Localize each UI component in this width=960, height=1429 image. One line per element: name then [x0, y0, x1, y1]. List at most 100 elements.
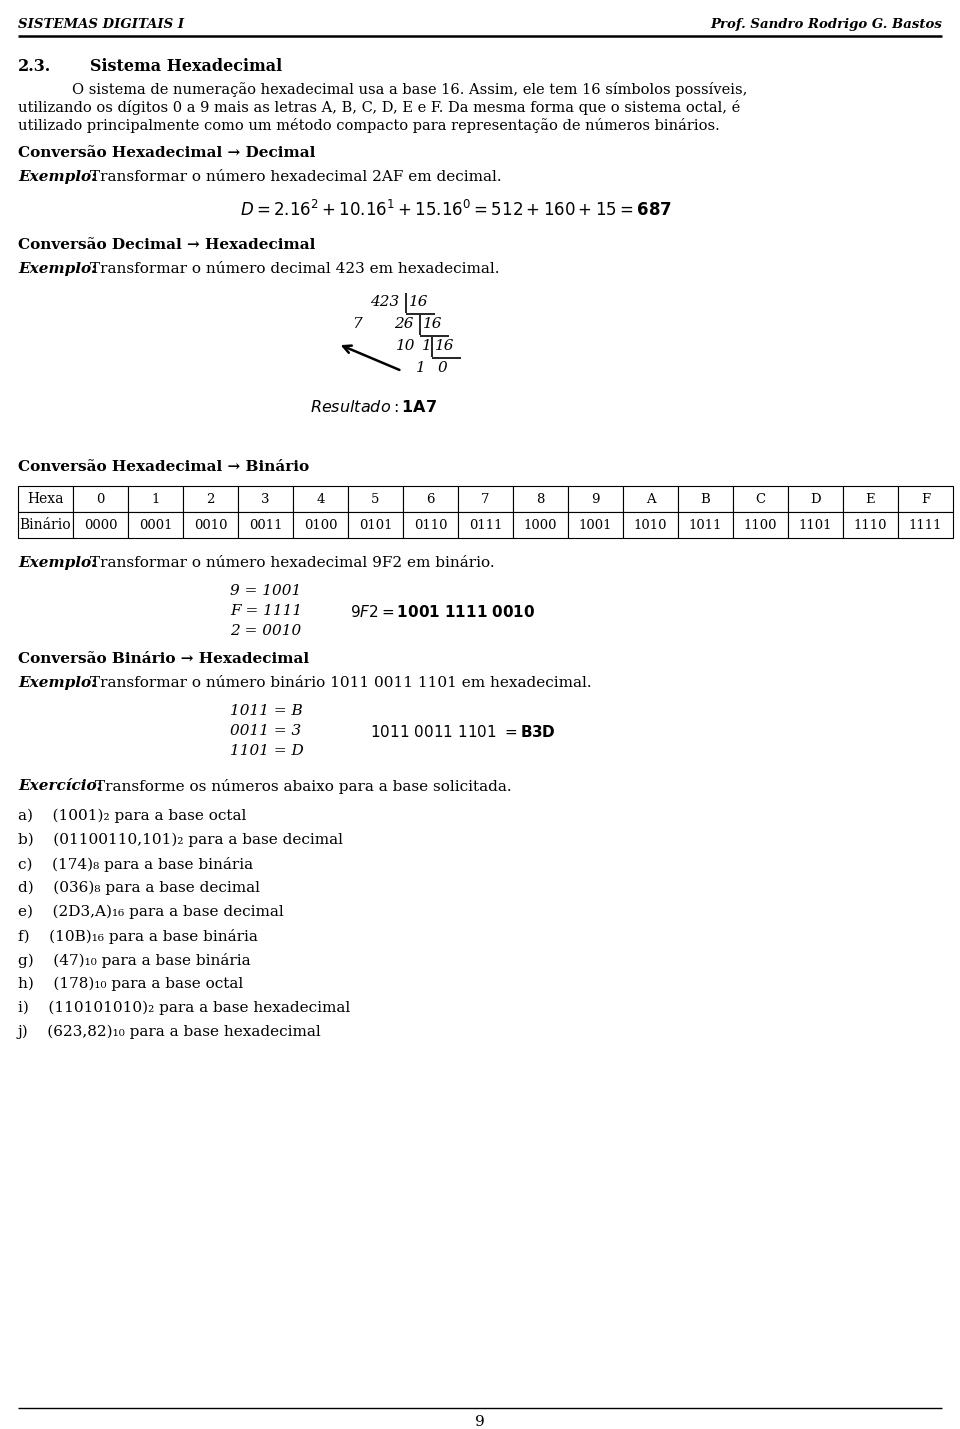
Text: 0010: 0010	[194, 519, 228, 532]
Text: 16: 16	[423, 317, 443, 332]
Text: Sistema Hexadecimal: Sistema Hexadecimal	[90, 59, 282, 74]
Text: Conversão Decimal → Hexadecimal: Conversão Decimal → Hexadecimal	[18, 239, 316, 252]
Text: $\mathit{D = 2.16^2 + 10.16^1 + 15.16^0 = 512 + 160 + 15 = \mathbf{687}}$: $\mathit{D = 2.16^2 + 10.16^1 + 15.16^0 …	[240, 200, 672, 220]
Bar	[18, 486, 73, 512]
Bar	[623, 512, 678, 537]
Text: 0110: 0110	[414, 519, 447, 532]
Bar	[348, 486, 403, 512]
Text: 3: 3	[261, 493, 270, 506]
Text: 8: 8	[537, 493, 544, 506]
Text: 0011: 0011	[249, 519, 282, 532]
Bar	[458, 512, 513, 537]
Bar	[513, 486, 568, 512]
Text: Exemplo:: Exemplo:	[18, 556, 97, 570]
Text: 7: 7	[481, 493, 490, 506]
Text: Transformar o número decimal 423 em hexadecimal.: Transformar o número decimal 423 em hexa…	[90, 262, 499, 276]
Text: utilizando os dígitos 0 a 9 mais as letras A, B, C, D, E e F. Da mesma forma que: utilizando os dígitos 0 a 9 mais as letr…	[18, 100, 740, 114]
Text: 1111: 1111	[909, 519, 943, 532]
Text: 7: 7	[352, 317, 362, 332]
Bar	[128, 512, 183, 537]
Text: 1: 1	[422, 339, 432, 353]
Text: 9: 9	[475, 1415, 485, 1429]
Bar	[403, 512, 458, 537]
Bar	[843, 512, 898, 537]
Bar	[128, 486, 183, 512]
Text: Conversão Binário → Hexadecimal: Conversão Binário → Hexadecimal	[18, 652, 309, 666]
Bar	[788, 486, 843, 512]
Text: f)    (10B)₁₆ para a base binária: f) (10B)₁₆ para a base binária	[18, 929, 258, 945]
Text: j)    (623,82)₁₀ para a base hexadecimal: j) (623,82)₁₀ para a base hexadecimal	[18, 1025, 322, 1039]
Text: F = 1111: F = 1111	[230, 604, 302, 617]
Text: 0: 0	[438, 362, 447, 374]
Bar	[788, 512, 843, 537]
Text: h)    (178)₁₀ para a base octal: h) (178)₁₀ para a base octal	[18, 977, 243, 992]
Text: Transformar o número hexadecimal 9F2 em binário.: Transformar o número hexadecimal 9F2 em …	[90, 556, 494, 570]
Text: C: C	[756, 493, 765, 506]
Bar	[568, 512, 623, 537]
Bar	[293, 486, 348, 512]
Bar	[348, 512, 403, 537]
Text: A: A	[646, 493, 656, 506]
Text: 2: 2	[206, 493, 215, 506]
Text: SISTEMAS DIGITAIS I: SISTEMAS DIGITAIS I	[18, 19, 184, 31]
Text: Conversão Hexadecimal → Decimal: Conversão Hexadecimal → Decimal	[18, 146, 316, 160]
Text: 1011: 1011	[688, 519, 722, 532]
Text: 0111: 0111	[468, 519, 502, 532]
Text: 0011 = 3: 0011 = 3	[230, 725, 301, 737]
Bar	[568, 486, 623, 512]
Bar	[183, 512, 238, 537]
Text: Transforme os números abaixo para a base solicitada.: Transforme os números abaixo para a base…	[95, 779, 512, 795]
Text: 1101 = D: 1101 = D	[230, 745, 303, 757]
Text: 10: 10	[396, 339, 416, 353]
Bar	[238, 512, 293, 537]
Text: 16: 16	[435, 339, 454, 353]
Text: c)    (174)₈ para a base binária: c) (174)₈ para a base binária	[18, 857, 253, 872]
Text: d)    (036)₈ para a base decimal: d) (036)₈ para a base decimal	[18, 882, 260, 896]
Text: $9F2 = \mathit{\mathbf{1001\ 1111\ 0010}}$: $9F2 = \mathit{\mathbf{1001\ 1111\ 0010}…	[350, 604, 536, 620]
Text: 1011 = B: 1011 = B	[230, 704, 302, 717]
Text: e)    (2D3,A)₁₆ para a base decimal: e) (2D3,A)₁₆ para a base decimal	[18, 905, 284, 919]
Text: i)    (110101010)₂ para a base hexadecimal: i) (110101010)₂ para a base hexadecimal	[18, 1000, 350, 1016]
Text: O sistema de numeração hexadecimal usa a base 16. Assim, ele tem 16 símbolos pos: O sistema de numeração hexadecimal usa a…	[72, 81, 748, 97]
Text: 9 = 1001: 9 = 1001	[230, 584, 301, 597]
Text: g)    (47)₁₀ para a base binária: g) (47)₁₀ para a base binária	[18, 953, 251, 967]
Text: Transformar o número hexadecimal 2AF em decimal.: Transformar o número hexadecimal 2AF em …	[90, 170, 502, 184]
Bar	[73, 486, 128, 512]
Text: Exemplo:: Exemplo:	[18, 262, 97, 276]
Text: 4: 4	[316, 493, 324, 506]
Bar	[623, 486, 678, 512]
Text: B: B	[701, 493, 710, 506]
Bar	[733, 512, 788, 537]
Bar	[458, 486, 513, 512]
Text: a)    (1001)₂ para a base octal: a) (1001)₂ para a base octal	[18, 809, 247, 823]
Text: 9: 9	[591, 493, 600, 506]
Text: E: E	[866, 493, 876, 506]
Text: utilizado principalmente como um método compacto para representação de números b: utilizado principalmente como um método …	[18, 119, 720, 133]
Text: 423: 423	[370, 294, 399, 309]
Bar	[898, 512, 953, 537]
Text: $\mathit{Resultado: \mathbf{1A7}}$: $\mathit{Resultado: \mathbf{1A7}}$	[310, 399, 437, 416]
Bar	[678, 486, 733, 512]
Text: 2.3.: 2.3.	[18, 59, 51, 74]
Text: 16: 16	[409, 294, 428, 309]
Text: 0001: 0001	[139, 519, 172, 532]
Text: 1010: 1010	[634, 519, 667, 532]
Bar	[238, 486, 293, 512]
Text: 1100: 1100	[744, 519, 778, 532]
Bar	[513, 512, 568, 537]
Text: Exercício:: Exercício:	[18, 779, 103, 793]
Text: Transformar o número binário 1011 0011 1101 em hexadecimal.: Transformar o número binário 1011 0011 1…	[90, 676, 591, 690]
Text: 26: 26	[394, 317, 414, 332]
Text: 0: 0	[96, 493, 105, 506]
Text: 6: 6	[426, 493, 435, 506]
Text: 1110: 1110	[853, 519, 887, 532]
Bar	[293, 512, 348, 537]
Text: 1000: 1000	[524, 519, 557, 532]
Bar	[183, 486, 238, 512]
Text: Hexa: Hexa	[27, 492, 63, 506]
Text: $1011\ 0011\ 1101\ =\mathit{\mathbf{B3D}}$: $1011\ 0011\ 1101\ =\mathit{\mathbf{B3D}…	[370, 725, 556, 740]
Text: Exemplo:: Exemplo:	[18, 170, 97, 184]
Text: 0101: 0101	[359, 519, 393, 532]
Bar	[678, 512, 733, 537]
Bar	[403, 486, 458, 512]
